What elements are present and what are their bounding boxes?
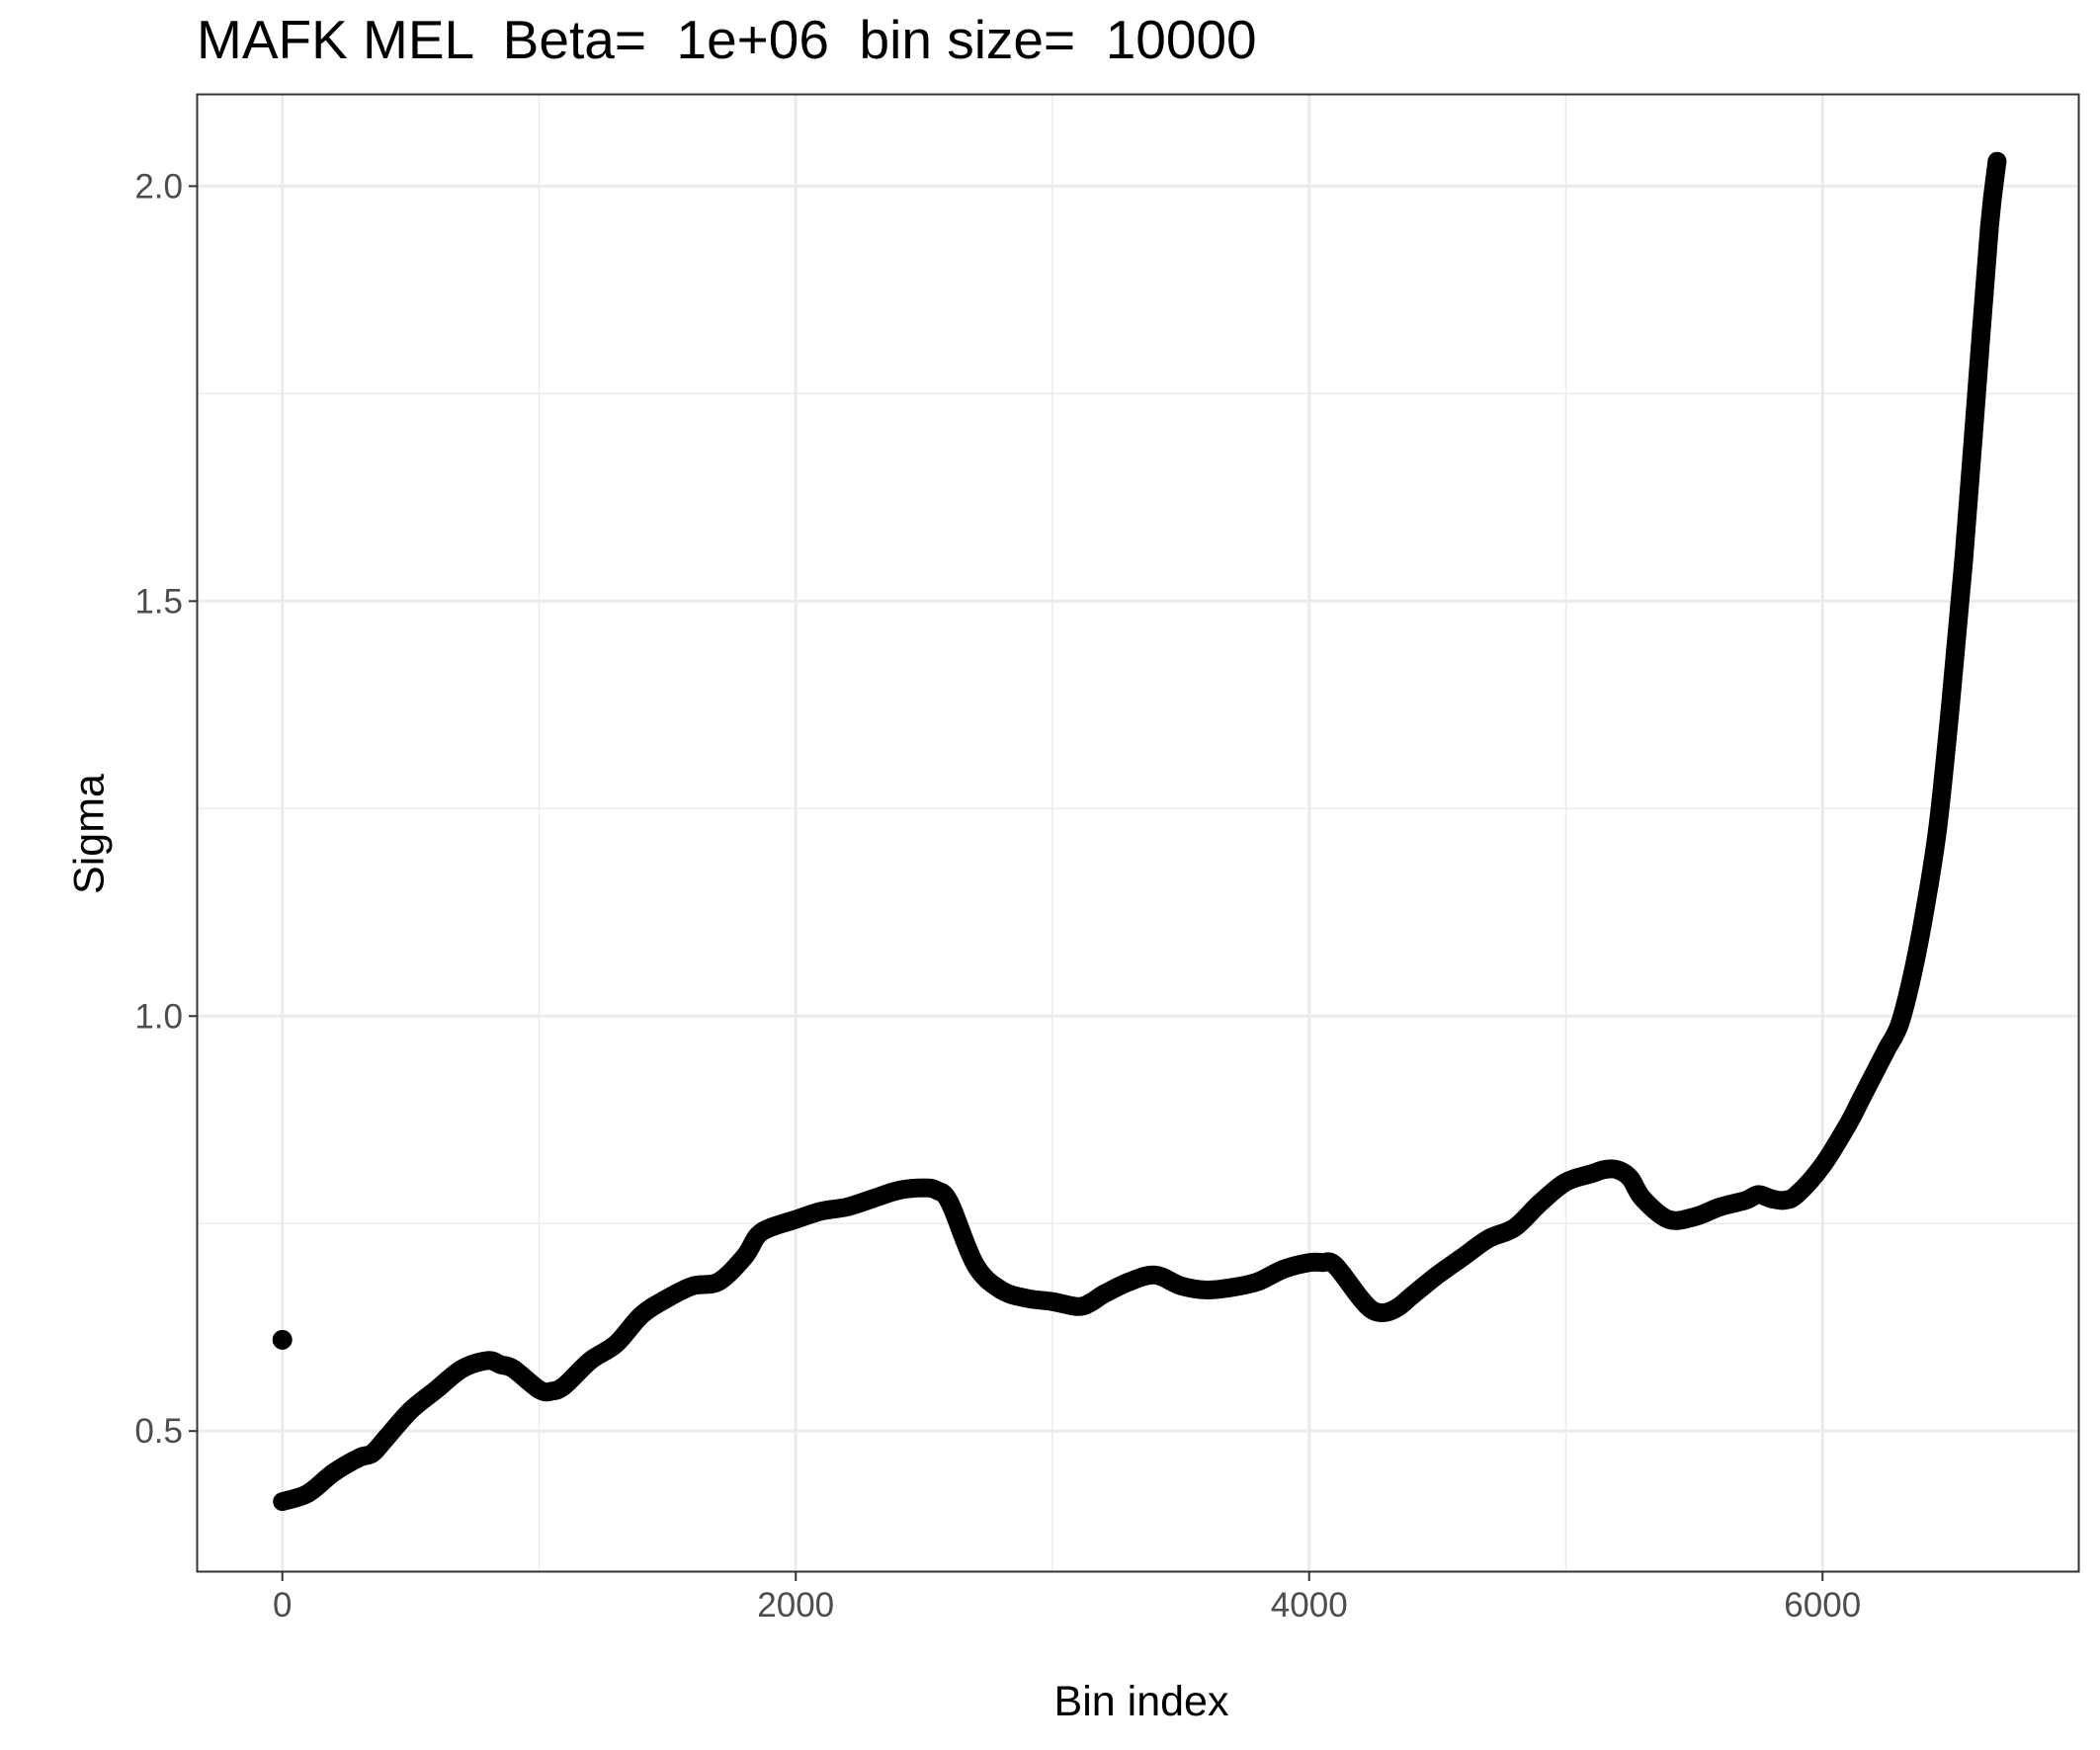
y-axis-label: Sigma [65,774,114,894]
x-tick-label: 4000 [1271,1586,1348,1625]
axis-ticks: 0 2000 4000 6000 0.5 1.0 1.5 2.0 [134,167,1861,1625]
chart-title: MAFK MEL Beta= 1e+06 bin size= 10000 [197,9,1257,70]
outlier-point [272,1329,293,1350]
x-tick-label: 2000 [757,1586,834,1625]
sigma-line [273,151,2007,1512]
x-tick-label: 0 [273,1586,292,1625]
x-tick-label: 6000 [1784,1586,1861,1625]
panel-border [196,93,2080,1573]
y-tick-label: 2.0 [134,167,183,206]
y-tick-label: 1.0 [134,997,183,1036]
series-layer [272,151,2007,1512]
y-tick-label: 0.5 [134,1412,183,1451]
x-axis-label: Bin index [1053,1678,1229,1725]
y-tick-label: 1.5 [134,582,183,621]
major-gridlines [198,95,2079,1572]
